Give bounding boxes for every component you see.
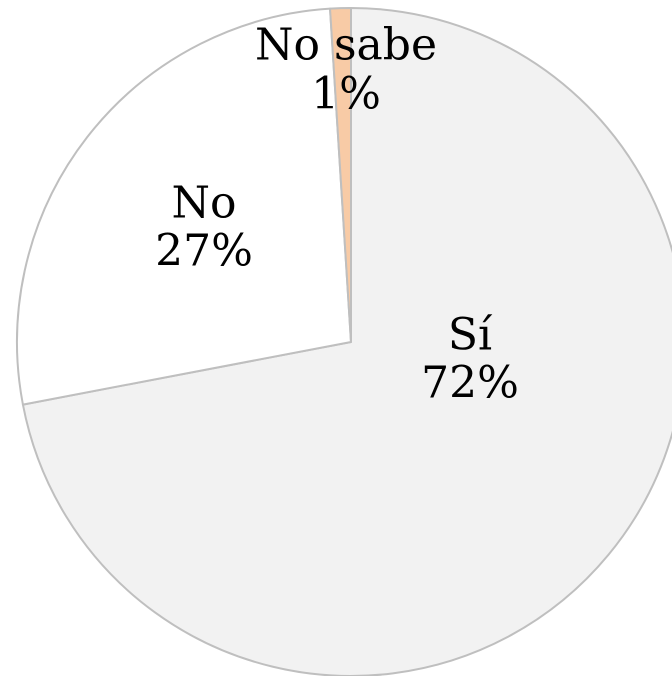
slice-category-label: No sabe: [255, 20, 437, 71]
pie-slice: [16, 7, 352, 406]
pie-slice: [21, 7, 672, 676]
slice-category-label: No: [172, 178, 237, 229]
slice-value-label: 72%: [421, 358, 519, 409]
slice-value-label: 1%: [311, 69, 381, 120]
slice-value-label: 27%: [155, 226, 253, 277]
pie-slice: [329, 7, 352, 343]
slice-category-label: Sí: [448, 310, 493, 361]
